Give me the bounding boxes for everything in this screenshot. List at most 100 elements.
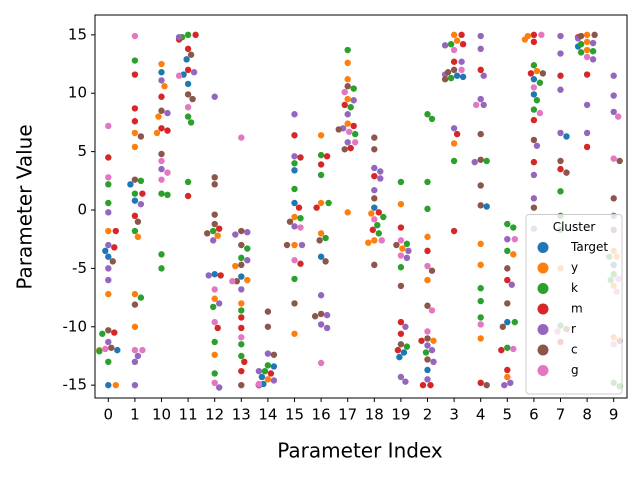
point bbox=[131, 105, 139, 112]
point bbox=[323, 324, 331, 332]
point bbox=[184, 80, 192, 88]
point bbox=[458, 31, 465, 39]
point bbox=[183, 56, 190, 63]
point bbox=[137, 133, 145, 140]
point bbox=[139, 346, 146, 354]
point bbox=[317, 230, 325, 237]
point bbox=[557, 72, 564, 79]
point bbox=[258, 373, 266, 381]
point bbox=[480, 72, 487, 79]
point bbox=[591, 31, 598, 39]
point bbox=[377, 168, 384, 175]
point bbox=[317, 321, 325, 328]
point bbox=[317, 253, 325, 260]
point bbox=[483, 157, 490, 165]
point bbox=[238, 254, 245, 262]
point bbox=[536, 79, 544, 86]
point bbox=[291, 153, 298, 160]
point bbox=[105, 327, 112, 334]
point bbox=[105, 209, 112, 216]
point bbox=[344, 83, 351, 90]
legend-marker bbox=[537, 262, 549, 274]
y-tick-label: 10 bbox=[68, 84, 87, 102]
point bbox=[211, 318, 218, 326]
point bbox=[477, 182, 484, 189]
point bbox=[210, 227, 217, 235]
point bbox=[424, 342, 431, 349]
point bbox=[291, 241, 298, 249]
point bbox=[371, 216, 378, 223]
point bbox=[538, 31, 545, 39]
point bbox=[291, 223, 298, 230]
point bbox=[131, 190, 139, 197]
point bbox=[499, 323, 506, 330]
legend-marker bbox=[537, 242, 549, 253]
point bbox=[297, 260, 304, 267]
point bbox=[238, 307, 245, 314]
point bbox=[477, 297, 484, 305]
point bbox=[428, 346, 436, 354]
point bbox=[211, 220, 218, 228]
point bbox=[175, 33, 183, 41]
legend-label: r bbox=[571, 322, 576, 336]
point bbox=[291, 160, 298, 167]
x-tick-label: 7 bbox=[556, 406, 566, 424]
point bbox=[610, 195, 617, 202]
point bbox=[450, 125, 458, 132]
point bbox=[317, 132, 325, 139]
point bbox=[347, 144, 354, 152]
point bbox=[102, 345, 109, 353]
point bbox=[187, 51, 195, 58]
point bbox=[214, 324, 221, 332]
x-tick-label: 19 bbox=[391, 406, 410, 424]
legend-label: k bbox=[571, 281, 578, 295]
point bbox=[530, 116, 538, 124]
point bbox=[610, 155, 617, 162]
point bbox=[238, 352, 245, 360]
point bbox=[459, 73, 467, 81]
point bbox=[498, 346, 505, 354]
point bbox=[131, 32, 139, 40]
point bbox=[114, 346, 121, 354]
point bbox=[322, 234, 329, 242]
point bbox=[477, 45, 484, 53]
x-axis-label: Parameter Index bbox=[277, 439, 443, 463]
point bbox=[184, 104, 192, 111]
point bbox=[557, 188, 564, 195]
x-tick-label: 9 bbox=[609, 406, 619, 424]
point bbox=[317, 161, 325, 168]
point bbox=[530, 158, 538, 166]
point bbox=[428, 267, 436, 274]
point bbox=[184, 178, 192, 186]
point bbox=[344, 209, 351, 216]
point bbox=[270, 351, 278, 358]
point bbox=[530, 171, 538, 179]
point bbox=[270, 377, 278, 384]
point bbox=[450, 157, 458, 165]
point bbox=[453, 72, 461, 79]
point bbox=[374, 221, 381, 229]
point bbox=[238, 286, 245, 293]
point bbox=[477, 321, 484, 328]
point bbox=[187, 119, 195, 126]
point bbox=[291, 257, 298, 264]
point bbox=[344, 120, 351, 127]
point bbox=[424, 335, 431, 342]
point bbox=[557, 157, 564, 165]
point bbox=[131, 346, 139, 354]
point bbox=[184, 45, 192, 53]
point bbox=[589, 56, 597, 63]
x-tick-label: 6 bbox=[529, 406, 539, 424]
point bbox=[583, 129, 591, 137]
point bbox=[477, 314, 484, 321]
point bbox=[137, 294, 145, 301]
point bbox=[291, 300, 298, 307]
point bbox=[539, 70, 547, 77]
point bbox=[424, 233, 431, 241]
point bbox=[109, 258, 117, 265]
point bbox=[344, 76, 351, 83]
point bbox=[291, 185, 298, 193]
point bbox=[131, 227, 139, 235]
y-tick-label: -10 bbox=[63, 317, 88, 335]
point bbox=[112, 227, 120, 235]
